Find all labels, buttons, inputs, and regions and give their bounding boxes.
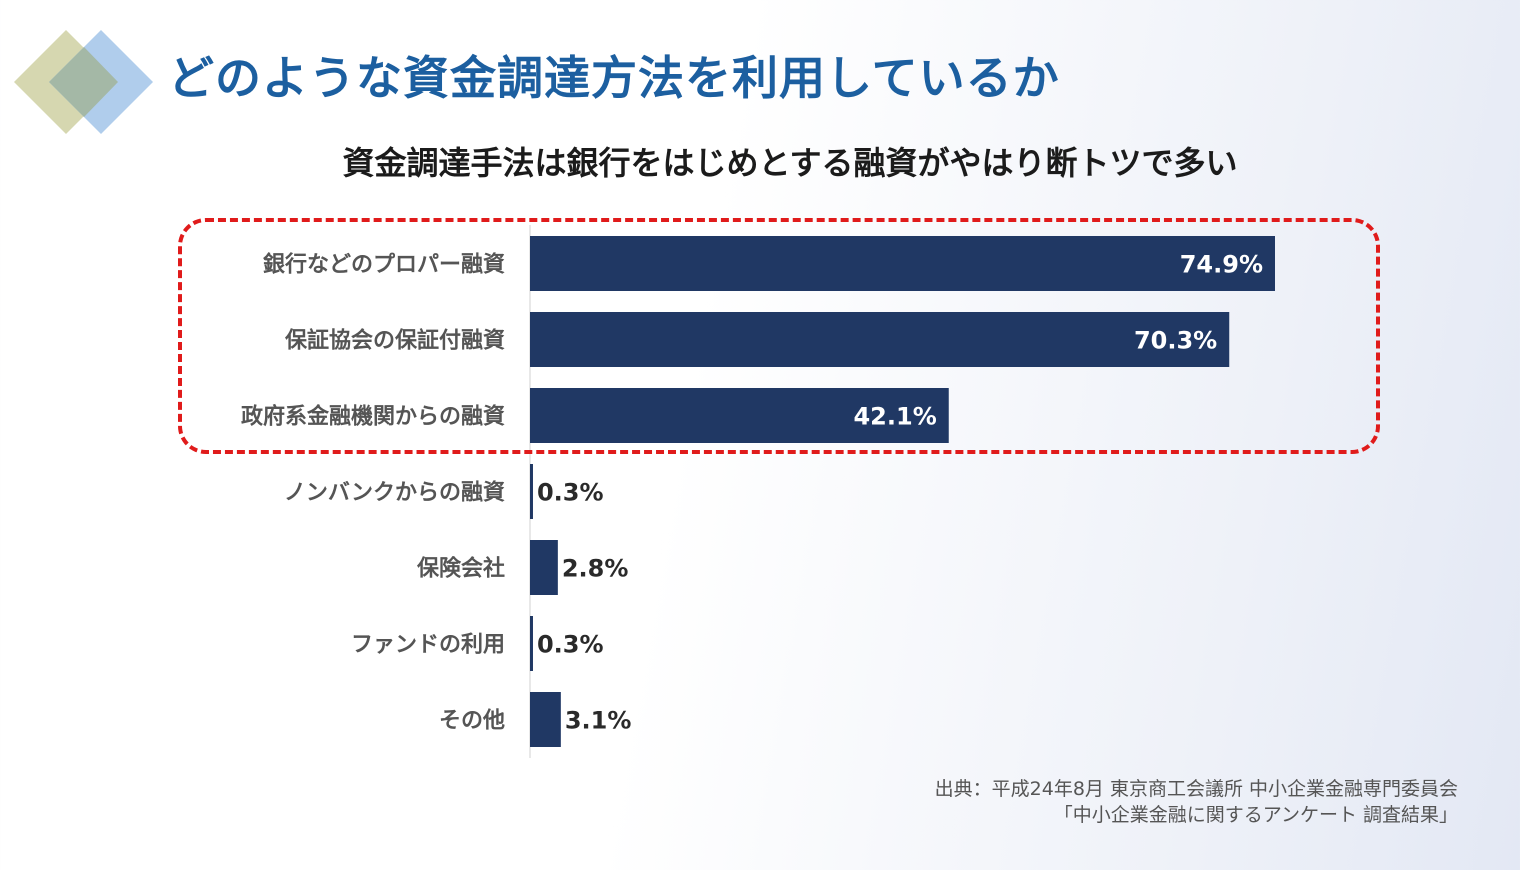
- category-label: ファンドの利用: [351, 633, 505, 658]
- data-label: 0.3%: [537, 479, 604, 507]
- page-title: どのような資金調達方法を利用しているか: [168, 51, 1060, 105]
- bar: [530, 616, 533, 671]
- source-line-2: 「中小企業金融に関するアンケート 調査結果」: [1053, 804, 1458, 826]
- source-note: 出典：平成24年8月 東京商工会議所 中小企業金融専門委員会 「中小企業金融に関…: [935, 776, 1458, 828]
- data-label: 42.1%: [853, 403, 936, 431]
- page-subtitle: 資金調達手法は銀行をはじめとする融資がやはり断トツで多い: [342, 144, 1238, 182]
- category-label: ノンバンクからの融資: [284, 480, 505, 506]
- category-label: 銀行などのプロパー融資: [263, 252, 505, 278]
- data-label: 3.1%: [565, 707, 632, 735]
- logo-overlap: [49, 47, 118, 117]
- logo-diamonds-icon: [14, 30, 153, 134]
- data-label: 74.9%: [1180, 251, 1263, 279]
- bar: [530, 540, 558, 595]
- source-line-1: 出典：平成24年8月 東京商工会議所 中小企業金融専門委員会: [934, 778, 1458, 800]
- bar: [530, 236, 1275, 291]
- category-label: 保険会社: [416, 556, 505, 582]
- bar: [530, 464, 533, 519]
- category-label: 政府系金融機関からの融資: [241, 404, 505, 430]
- data-label: 0.3%: [537, 631, 604, 659]
- bar: [530, 312, 1230, 367]
- bar: [530, 692, 561, 747]
- bar: [530, 388, 949, 443]
- data-label: 70.3%: [1134, 327, 1217, 355]
- highlight-box: [178, 218, 1380, 454]
- data-label: 2.8%: [562, 555, 629, 583]
- category-label: その他: [439, 709, 505, 734]
- category-label: 保証協会の保証付融資: [284, 328, 505, 354]
